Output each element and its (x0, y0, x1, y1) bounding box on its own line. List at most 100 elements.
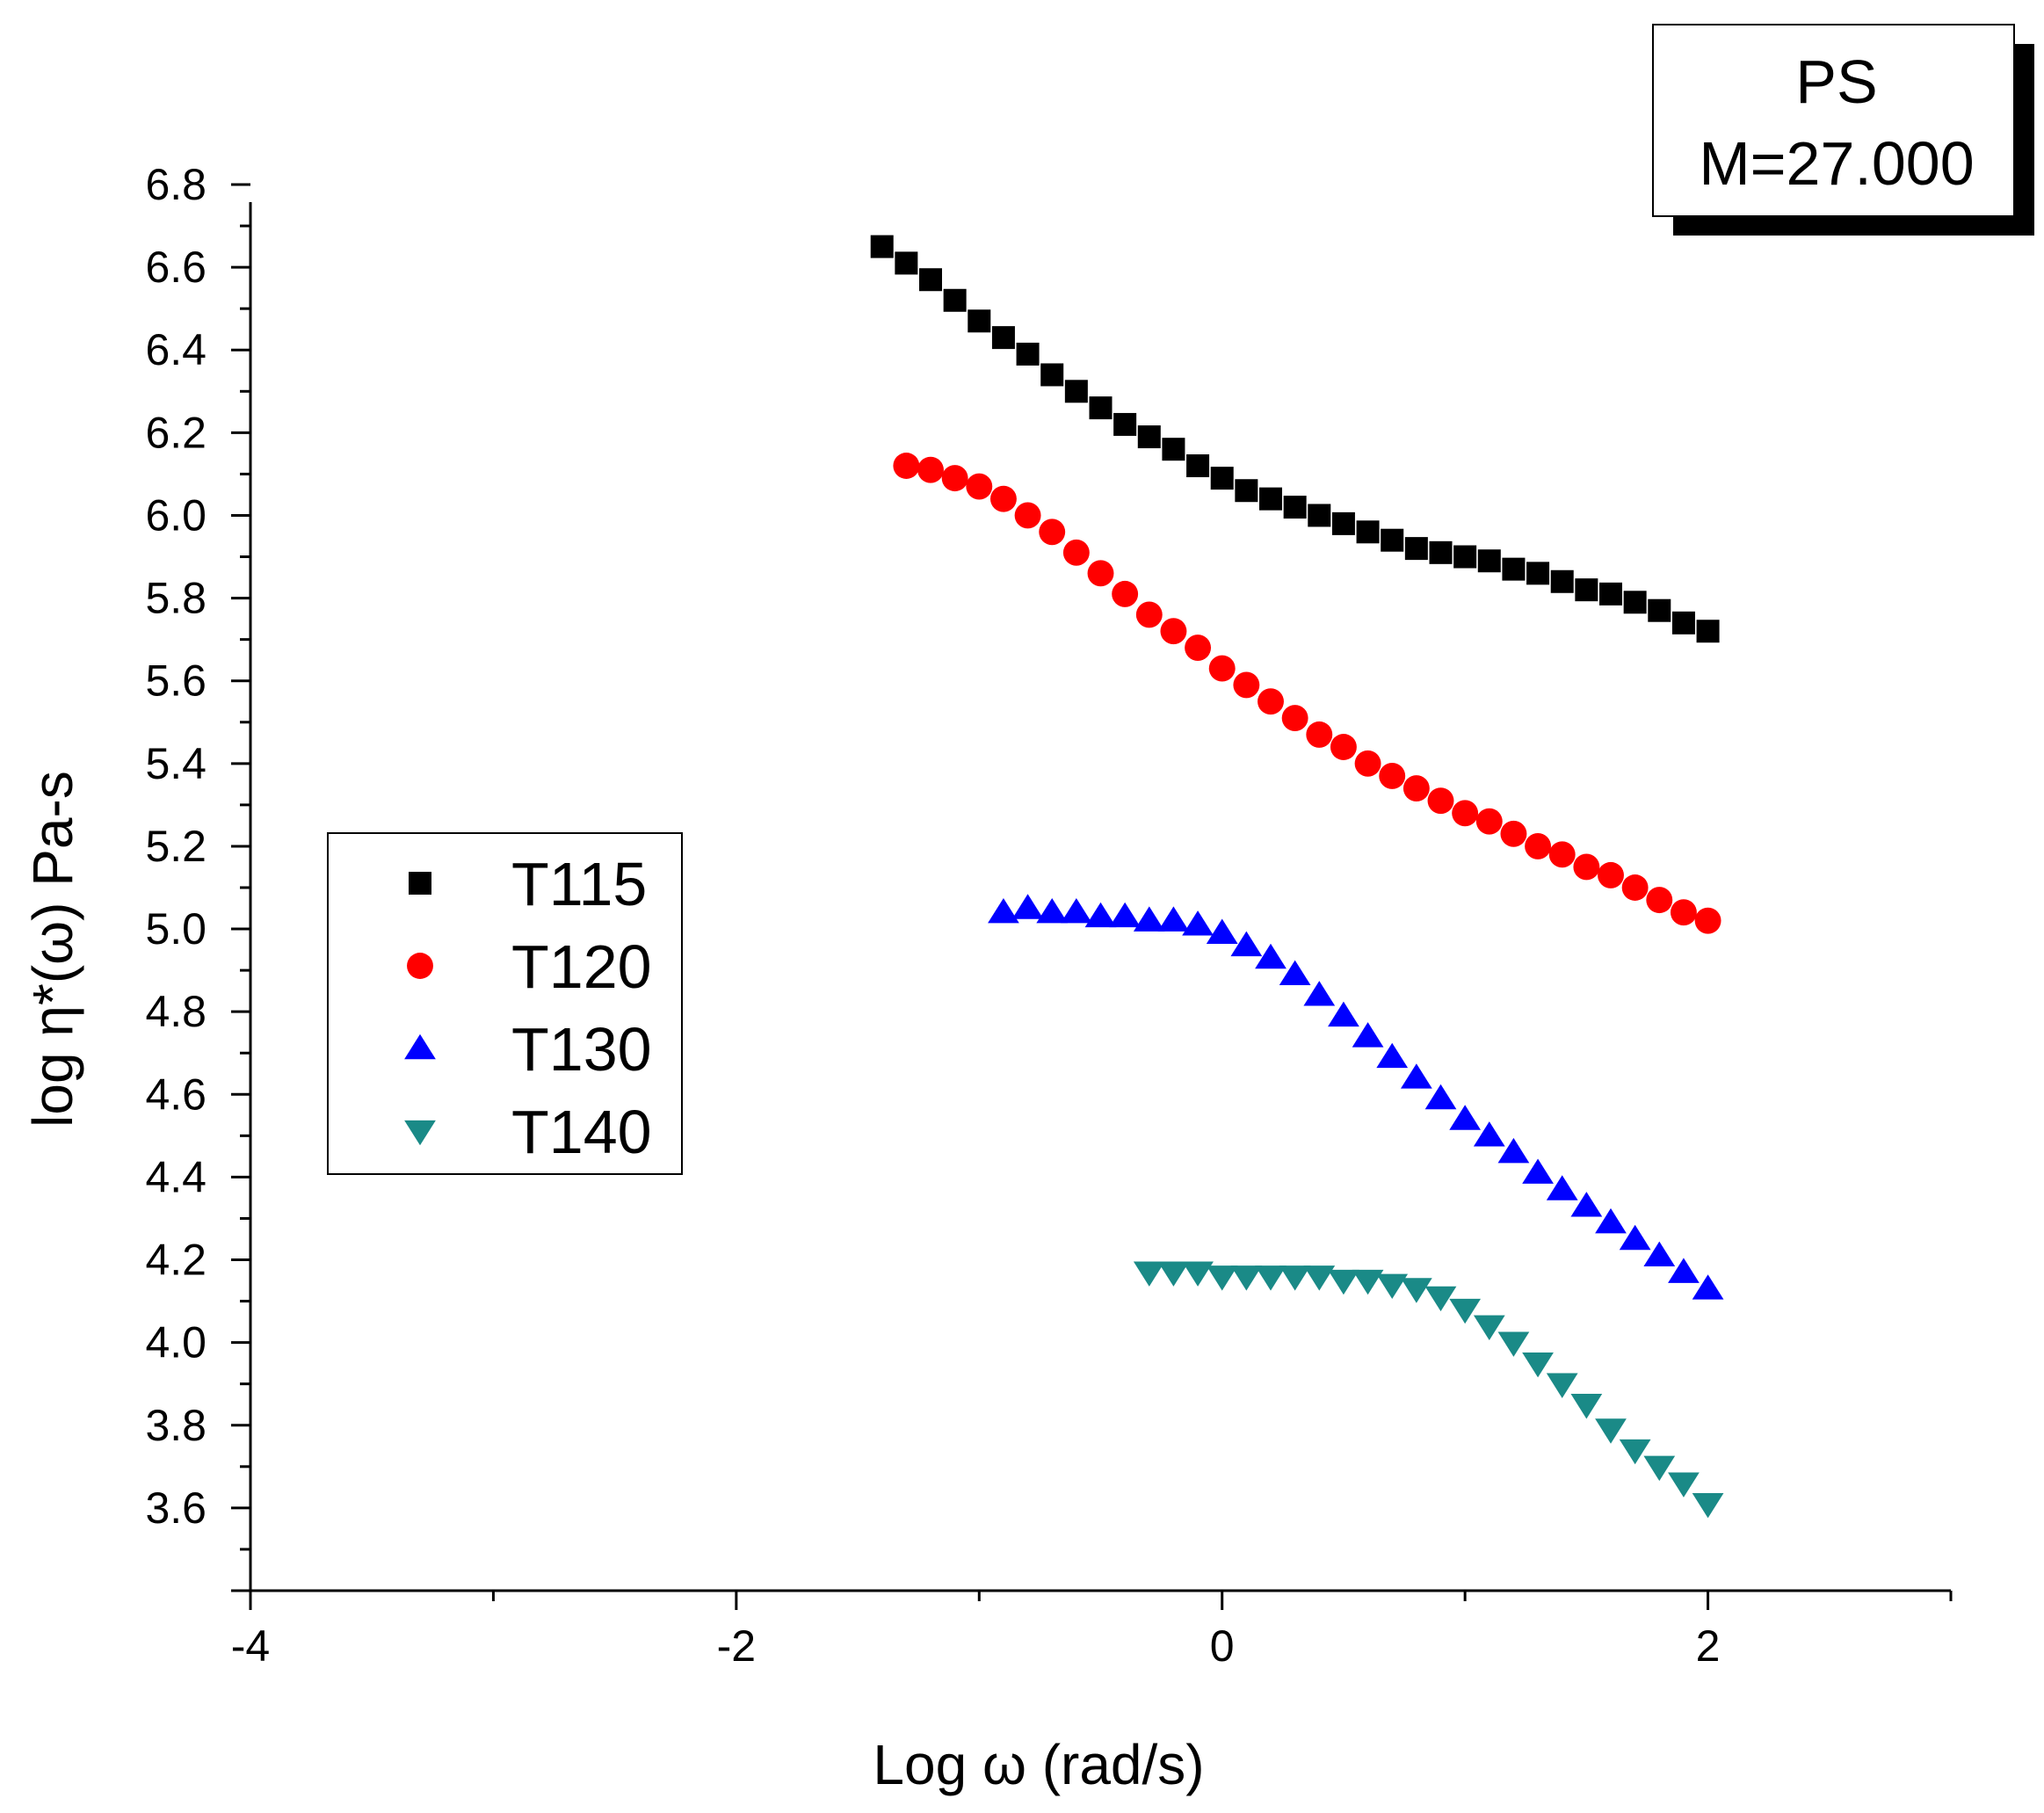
data-point (1206, 1265, 1238, 1291)
data-point (1255, 943, 1287, 969)
data-point (1502, 557, 1526, 581)
data-point (1526, 562, 1550, 585)
data-point (1162, 438, 1185, 461)
y-tick-label: 6.4 (145, 325, 207, 374)
data-point (1453, 545, 1477, 569)
annotation-box: PS M=27.000 (1652, 24, 2034, 236)
data-point (1308, 504, 1331, 527)
data-point (1646, 887, 1673, 914)
data-point (1570, 1394, 1603, 1419)
data-point (1087, 560, 1114, 587)
y-tick-label: 5.4 (145, 739, 207, 788)
data-point (1449, 1105, 1482, 1130)
y-tick-label: 6.6 (145, 243, 207, 292)
data-point (1230, 931, 1263, 957)
data-point (1546, 1373, 1578, 1398)
data-point (1449, 1298, 1482, 1324)
data-point (1039, 519, 1066, 546)
data-point (1696, 620, 1720, 643)
data-point (1376, 1273, 1409, 1300)
data-point (1064, 380, 1088, 403)
x-axis-title: Log ω (rad/s) (873, 1733, 1204, 1796)
data-point (1522, 1158, 1554, 1184)
y-tick-label: 3.8 (145, 1401, 207, 1450)
data-point (1014, 502, 1041, 529)
data-point (1670, 899, 1697, 926)
data-point (943, 288, 967, 312)
data-point (1429, 540, 1453, 564)
data-point (1599, 582, 1622, 606)
legend-label: T140 (511, 1098, 652, 1166)
data-point (1331, 511, 1355, 535)
y-tick-label: 5.0 (145, 904, 207, 954)
y-tick-label: 5.6 (145, 656, 207, 706)
data-point (1185, 635, 1212, 662)
data-point (1452, 800, 1479, 827)
data-point (1477, 549, 1501, 573)
data-point (1473, 1121, 1505, 1147)
data-point (1062, 539, 1090, 566)
data-point (1694, 907, 1721, 934)
data-point (1303, 1265, 1336, 1291)
data-point (1206, 918, 1238, 944)
data-point (1303, 981, 1336, 1006)
y-tick-label: 6.2 (145, 408, 207, 457)
legend-marker-T140 (404, 1120, 436, 1146)
data-point (1692, 1492, 1724, 1519)
data-point (1522, 1352, 1554, 1378)
y-tick-label: 5.8 (145, 574, 207, 623)
data-point (1692, 1274, 1724, 1300)
data-point (1016, 342, 1040, 366)
x-tick-label: 0 (1210, 1621, 1235, 1671)
data-point (1281, 705, 1308, 732)
data-point (989, 485, 1017, 512)
data-point (1233, 671, 1260, 699)
data-point (1546, 1175, 1578, 1200)
legend-label: T120 (511, 932, 652, 1001)
y-tick-label: 4.4 (145, 1152, 207, 1201)
data-point (919, 268, 942, 292)
data-point (1208, 655, 1236, 682)
series-T130 (988, 894, 1724, 1300)
data-point (1352, 1269, 1384, 1295)
data-point (1182, 1261, 1214, 1287)
data-point (1598, 861, 1624, 888)
annotation-box-frame (1652, 24, 2015, 217)
data-point (1671, 611, 1695, 635)
data-point (1473, 1315, 1505, 1341)
data-point (988, 897, 1019, 924)
y-tick-label: 6.8 (145, 160, 207, 209)
legend-marker-T120 (407, 953, 433, 979)
data-point (1403, 775, 1430, 802)
data-point (1133, 1261, 1165, 1287)
data-point (1306, 721, 1333, 748)
data-point (1113, 412, 1137, 436)
data-point (1328, 1001, 1359, 1027)
data-point (1595, 1418, 1627, 1444)
data-point (1259, 487, 1282, 511)
data-point (870, 235, 894, 258)
data-point (1475, 808, 1503, 835)
data-point (1328, 1269, 1359, 1295)
data-point (1381, 528, 1404, 552)
legend-label: T115 (511, 850, 647, 918)
data-point (1255, 1265, 1287, 1291)
data-point (941, 465, 968, 492)
legend-label: T130 (511, 1015, 652, 1084)
data-point (966, 473, 993, 500)
data-point (1210, 467, 1234, 490)
data-point (1258, 688, 1284, 715)
data-point (1356, 520, 1380, 544)
data-point (1060, 897, 1092, 924)
data-point (1619, 1224, 1651, 1251)
data-point (1648, 598, 1671, 622)
data-point (1548, 841, 1576, 868)
series-T140 (1133, 1261, 1724, 1519)
data-point (1570, 1192, 1603, 1217)
data-point (1400, 1278, 1432, 1303)
data-point (1279, 1265, 1311, 1291)
data-point (1573, 853, 1600, 881)
data-point (1137, 425, 1161, 449)
data-point (1497, 1137, 1530, 1164)
data-point (895, 251, 918, 275)
